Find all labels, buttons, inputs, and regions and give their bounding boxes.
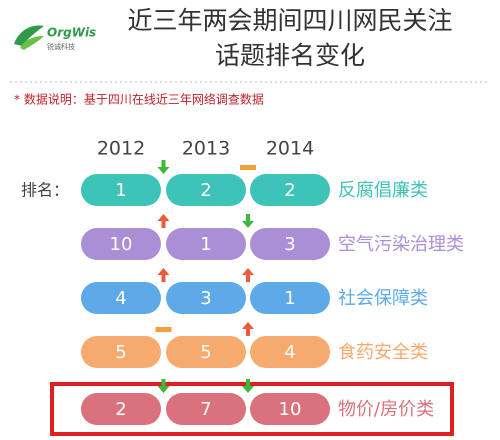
rank-pill	[166, 174, 246, 206]
rank-value: 2	[115, 399, 126, 420]
year: 2013	[182, 138, 230, 160]
rank-pill	[166, 393, 246, 425]
year: 2014	[266, 138, 314, 160]
highlight-box	[50, 382, 454, 436]
rank-label: 排名：	[21, 181, 69, 200]
rank-pill	[250, 174, 330, 206]
arrow-up	[157, 214, 170, 228]
topic-name: 社会保障类	[338, 288, 428, 309]
logo: OrgWis 锐诚科技	[14, 25, 96, 51]
rank-value: 5	[115, 342, 126, 363]
arrow-down	[242, 379, 254, 393]
arrow-up	[242, 268, 254, 282]
logo-leaf	[14, 25, 44, 46]
rank-value: 1	[115, 180, 126, 201]
rank-value: 5	[200, 342, 211, 363]
rank-pill	[166, 336, 246, 368]
rank-pill	[81, 174, 161, 206]
arrow-down	[242, 214, 254, 228]
rank-value: 7	[200, 399, 211, 420]
topic-name: 空气污染治理类	[338, 234, 464, 255]
rank-value: 3	[284, 234, 295, 255]
rank-pill	[81, 228, 161, 260]
logo-sub: 锐诚科技	[47, 42, 75, 51]
topic-name: 物价/房价类	[338, 399, 434, 420]
arrow-up	[157, 268, 170, 282]
rank-value: 4	[115, 288, 126, 309]
no-change	[155, 327, 172, 332]
rank-value: 1	[200, 234, 211, 255]
rank-value: 2	[200, 180, 211, 201]
rank-value: 1	[284, 288, 295, 309]
rank-pill	[81, 282, 161, 314]
topic-name: 反腐倡廉类	[338, 180, 428, 201]
rank-value: 2	[284, 180, 295, 201]
rank-pill	[81, 336, 161, 368]
rank-value: 10	[279, 399, 302, 420]
title-line: 话题排名变化	[215, 41, 365, 70]
arrow-up	[242, 322, 254, 336]
arrow-down	[157, 379, 170, 393]
note: * 数据说明：基于四川在线近三年网络调查数据	[14, 92, 264, 107]
rank-value: 3	[200, 288, 211, 309]
rank-pill	[250, 393, 330, 425]
rank-pill	[250, 336, 330, 368]
logo-leaf	[20, 36, 44, 50]
rank-value: 10	[110, 234, 133, 255]
no-change	[240, 165, 256, 170]
title-line: 近三年两会期间四川网民关注	[127, 6, 452, 35]
rank-pill	[166, 228, 246, 260]
logo-name: OrgWis	[47, 26, 96, 40]
year: 2012	[97, 138, 145, 160]
arrow-down	[157, 160, 170, 174]
topic-name: 食药安全类	[338, 342, 428, 363]
rank-pill	[166, 282, 246, 314]
rank-pill	[250, 228, 330, 260]
rank-pill	[81, 393, 161, 425]
rank-value: 4	[284, 342, 295, 363]
rank-pill	[250, 282, 330, 314]
